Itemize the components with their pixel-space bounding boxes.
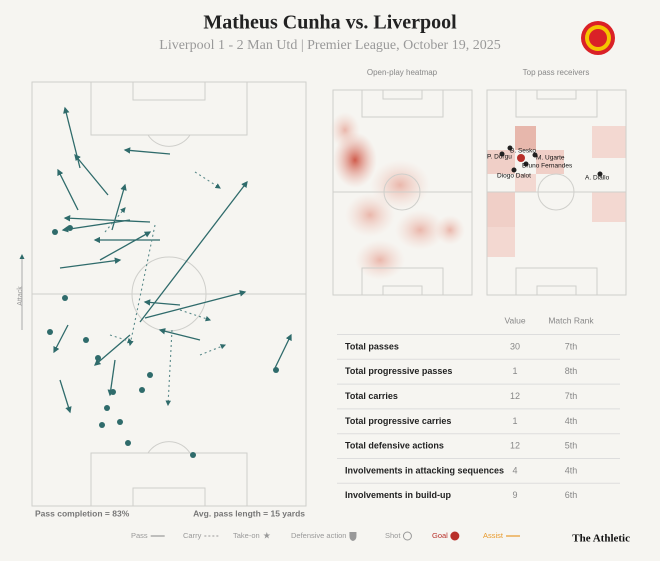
- club-crest: [581, 21, 615, 55]
- row-rank: 4th: [565, 416, 578, 426]
- receiver-name: P. Dorgu: [487, 154, 512, 161]
- receiver-labels: B. Sesko P. Dorgu M. Ugarte Bruno Fernan…: [487, 148, 610, 182]
- receiver-name: Diogo Dalot: [497, 173, 531, 180]
- row-rank: 5th: [565, 441, 578, 451]
- column-header: Match Rank: [548, 315, 594, 325]
- attack-label: Attack: [17, 286, 24, 306]
- row-label: Total defensive actions: [345, 441, 444, 451]
- legend-label: Take-on: [233, 531, 260, 540]
- legend-label: Goal: [432, 531, 448, 540]
- legend: Pass Carry Take-on ★ Defensive action Shot Goa…: [131, 530, 521, 541]
- row-value: 30: [510, 341, 520, 351]
- main-pitch: [19, 81, 307, 507]
- row-rank: 8th: [565, 366, 578, 376]
- row-label: Total progressive passes: [345, 366, 452, 376]
- heatmap: [330, 89, 473, 296]
- column-header: Value: [504, 315, 525, 325]
- receiver-name: M. Ugarte: [536, 155, 565, 162]
- row-value: 4: [512, 465, 517, 475]
- legend-label: Pass: [131, 531, 148, 540]
- row-label: Total carries: [345, 391, 398, 401]
- legend-symbol: [349, 532, 357, 541]
- legend-label: Shot: [385, 531, 401, 540]
- receiver-name: A. Diallo: [585, 175, 610, 182]
- brand: The Athletic: [572, 533, 630, 545]
- heatmap-title: Open-play heatmap: [367, 68, 438, 77]
- legend-label: Defensive action: [291, 531, 346, 540]
- row-label: Involvements in attacking sequences: [345, 465, 504, 475]
- defensive-actions: [47, 225, 279, 458]
- legend-symbol: [402, 531, 412, 541]
- row-value: 1: [512, 366, 517, 376]
- title: Matheus Cunha vs. Liverpool: [203, 12, 457, 34]
- receiver-name: B. Sesko: [510, 148, 536, 155]
- row-value: 1: [512, 416, 517, 426]
- row-value: 12: [510, 441, 520, 451]
- subtitle: Liverpool 1 - 2 Man Utd | Premier League…: [159, 38, 500, 53]
- row-label: Total progressive carries: [345, 416, 451, 426]
- legend-symbol: [450, 531, 460, 541]
- row-value: 12: [510, 391, 520, 401]
- legend-label: Carry: [183, 531, 202, 540]
- row-label: Involvements in build-up: [345, 490, 452, 500]
- passes: [53, 106, 292, 414]
- stats-table: Value Match Rank Total passes 30 7th Total pr…: [337, 315, 620, 500]
- row-rank: 7th: [565, 391, 578, 401]
- receivers-title: Top pass receivers: [523, 68, 590, 77]
- avg-pass-length: Avg. pass length = 15 yards: [193, 508, 305, 518]
- legend-symbol: ★: [263, 530, 271, 540]
- row-rank: 6th: [565, 490, 578, 500]
- legend-label: Assist: [483, 531, 504, 540]
- receivers-pitch: [486, 89, 627, 296]
- carries: [104, 171, 227, 407]
- row-value: 9: [512, 490, 517, 500]
- row-rank: 7th: [565, 341, 578, 351]
- row-label: Total passes: [345, 341, 399, 351]
- pass-completion: Pass completion = 83%: [35, 508, 130, 518]
- receiver-name: Bruno Fernandes: [522, 163, 573, 170]
- row-rank: 4th: [565, 465, 578, 475]
